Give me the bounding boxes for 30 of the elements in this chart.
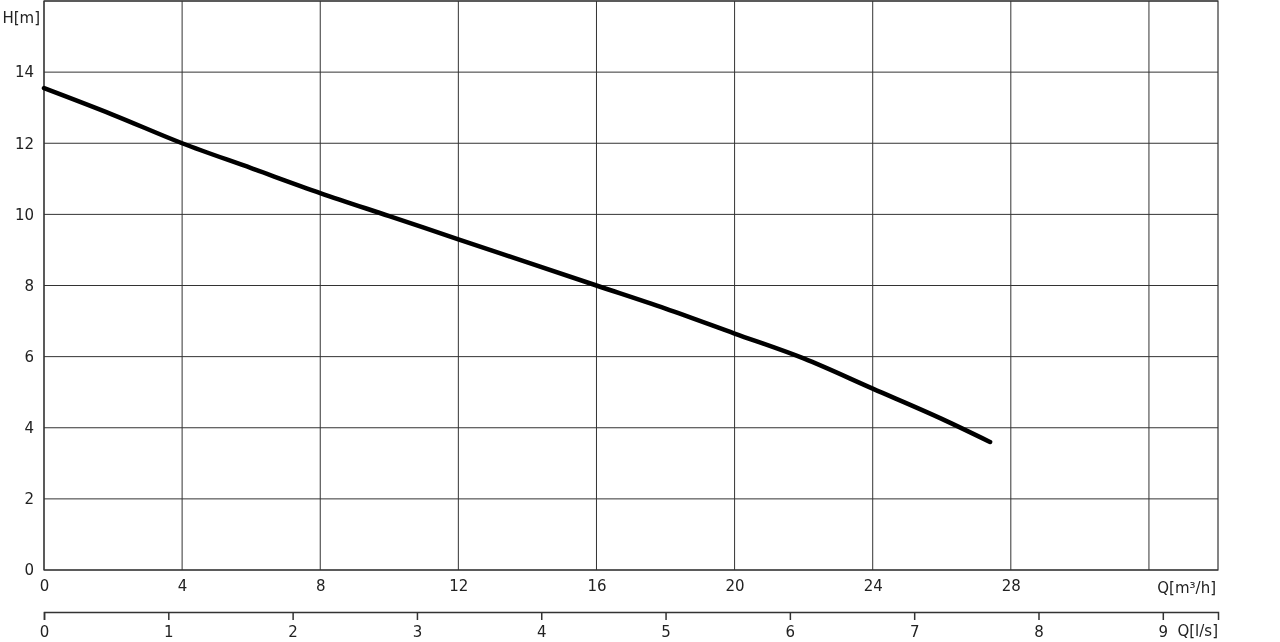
x-tick-label: 28 [1001, 576, 1021, 595]
x-tick-label: 20 [725, 576, 745, 595]
y-tick-label: 6 [24, 347, 34, 366]
x-tick-label: 8 [315, 576, 326, 595]
y-tick-label: 8 [24, 276, 34, 295]
x2-tick-label: 3 [412, 622, 423, 641]
x2-tick-label: 0 [39, 622, 50, 641]
y-tick-label: 12 [14, 134, 34, 153]
y-tick-label: 14 [14, 63, 34, 82]
x-tick-label: 4 [177, 576, 188, 595]
x-axis-title: Q[m³/h] [1157, 579, 1216, 597]
x2-tick-label: 4 [536, 622, 547, 641]
y-axis-title: H[m] [2, 9, 40, 27]
y-tick-label: 4 [24, 419, 34, 438]
y-tick-label: 10 [14, 205, 34, 224]
y-tick-label: 0 [24, 561, 34, 580]
x2-tick-label: 2 [288, 622, 298, 641]
x-tick-label: 16 [587, 576, 607, 595]
x2-tick-label: 5 [661, 622, 671, 641]
x2-tick-label: 9 [1158, 622, 1169, 641]
x2-tick-label: 8 [1034, 622, 1044, 641]
x-tick-label: 24 [863, 576, 883, 595]
x-tick-label: 0 [39, 576, 50, 595]
x2-axis-title: Q[l/s] [1177, 622, 1218, 640]
y-tick-label: 2 [24, 490, 34, 509]
x-tick-label: 12 [449, 576, 469, 595]
x2-tick-label: 6 [785, 622, 796, 641]
x2-tick-label: 7 [909, 622, 920, 641]
line-series [41, 85, 993, 445]
x2-tick-label: 1 [164, 622, 174, 641]
